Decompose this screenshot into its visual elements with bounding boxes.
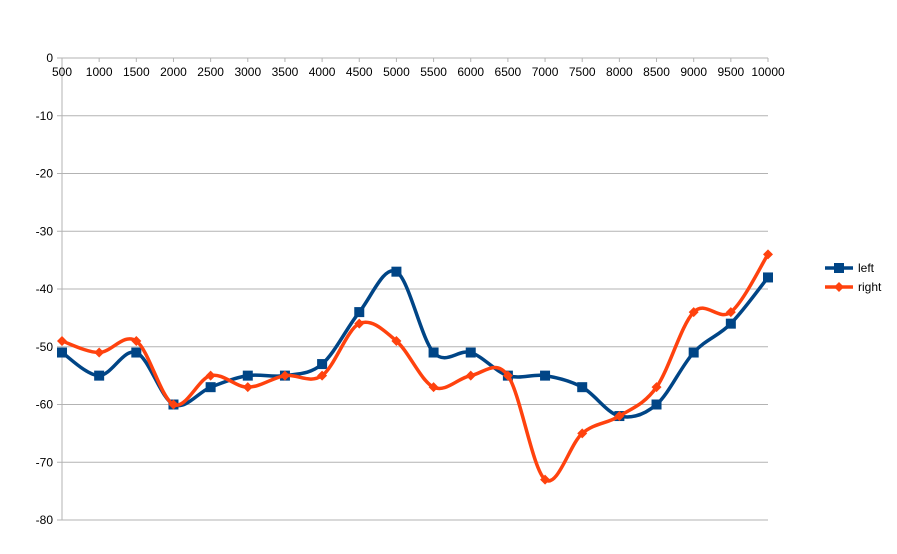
data-point-left bbox=[465, 347, 476, 358]
x-tick-label: 500 bbox=[52, 65, 72, 79]
x-tick-label: 9000 bbox=[680, 65, 707, 79]
data-point-right bbox=[651, 382, 662, 393]
data-point-right bbox=[725, 307, 736, 318]
x-tick-label: 7000 bbox=[532, 65, 559, 79]
x-tick-label: 10000 bbox=[751, 65, 785, 79]
legend-marker-right bbox=[834, 282, 844, 292]
data-point-right bbox=[131, 335, 142, 346]
y-tick-label: -40 bbox=[36, 282, 54, 296]
data-point-right bbox=[465, 370, 476, 381]
data-point-left bbox=[57, 347, 67, 358]
data-point-right bbox=[391, 335, 402, 346]
data-point-right bbox=[763, 249, 773, 260]
data-point-left bbox=[391, 266, 402, 277]
y-tick-label: -70 bbox=[36, 455, 54, 469]
x-tick-label: 4000 bbox=[309, 65, 336, 79]
x-tick-label: 2500 bbox=[197, 65, 224, 79]
data-point-left bbox=[131, 347, 142, 358]
x-tick-label: 6500 bbox=[495, 65, 522, 79]
y-axis-ticks: 0 -10 -20 -30 -40 -50 -60 -70 -80 bbox=[36, 51, 62, 527]
y-tick-label: -30 bbox=[36, 224, 54, 238]
x-axis-ticks: 500 1000 1500 2000 2500 3000 3500 4000 4500 5000 5… bbox=[52, 58, 785, 79]
y-tick-label: -10 bbox=[36, 109, 54, 123]
x-tick-label: 3500 bbox=[272, 65, 299, 79]
series-line-left bbox=[60, 269, 770, 419]
x-tick-label: 5500 bbox=[420, 65, 447, 79]
data-point-right bbox=[428, 382, 439, 393]
x-tick-label: 3000 bbox=[234, 65, 261, 79]
y-tick-label: 0 bbox=[46, 51, 53, 65]
data-point-right bbox=[242, 382, 253, 393]
data-point-left bbox=[205, 382, 216, 393]
y-tick-label: -20 bbox=[36, 167, 54, 181]
gridlines bbox=[62, 57, 768, 521]
data-point-right bbox=[317, 370, 328, 381]
y-tick-label: -50 bbox=[36, 340, 54, 354]
x-tick-label: 8000 bbox=[606, 65, 633, 79]
series-right bbox=[57, 249, 773, 485]
x-tick-label: 2000 bbox=[160, 65, 187, 79]
legend-label-left: left bbox=[858, 261, 875, 275]
data-point-left bbox=[540, 370, 551, 381]
data-point-right bbox=[168, 399, 179, 410]
legend: left right bbox=[825, 261, 882, 294]
data-point-right bbox=[57, 335, 67, 346]
data-point-right bbox=[205, 370, 216, 381]
y-tick-label: -60 bbox=[36, 398, 54, 412]
legend-marker-left bbox=[834, 263, 844, 273]
data-point-left bbox=[725, 318, 736, 329]
x-tick-label: 9500 bbox=[717, 65, 744, 79]
x-tick-label: 8500 bbox=[643, 65, 670, 79]
data-point-left bbox=[651, 399, 662, 410]
x-tick-label: 1500 bbox=[123, 65, 150, 79]
data-point-left bbox=[354, 307, 365, 318]
data-point-left bbox=[317, 359, 328, 370]
data-point-left bbox=[242, 370, 253, 381]
data-point-right bbox=[540, 474, 551, 485]
data-point-left bbox=[428, 347, 439, 358]
y-tick-label: -80 bbox=[36, 513, 54, 527]
x-tick-label: 1000 bbox=[86, 65, 113, 79]
data-point-left bbox=[688, 347, 699, 358]
data-point-left bbox=[763, 272, 773, 283]
data-point-right bbox=[354, 318, 365, 329]
x-tick-label: 4500 bbox=[346, 65, 373, 79]
legend-label-right: right bbox=[858, 280, 882, 294]
x-tick-label: 5000 bbox=[383, 65, 410, 79]
data-point-right bbox=[502, 370, 513, 381]
x-tick-label: 6000 bbox=[457, 65, 484, 79]
data-point-right bbox=[577, 428, 588, 439]
data-point-right bbox=[279, 370, 290, 381]
series-layer bbox=[57, 249, 773, 485]
data-point-left bbox=[577, 382, 588, 393]
x-tick-label: 7500 bbox=[569, 65, 596, 79]
data-point-right bbox=[614, 411, 625, 422]
series-left bbox=[57, 266, 773, 422]
data-point-left bbox=[94, 370, 105, 381]
series-line-right bbox=[60, 252, 770, 483]
data-point-right bbox=[94, 347, 105, 358]
data-point-right bbox=[688, 307, 699, 318]
